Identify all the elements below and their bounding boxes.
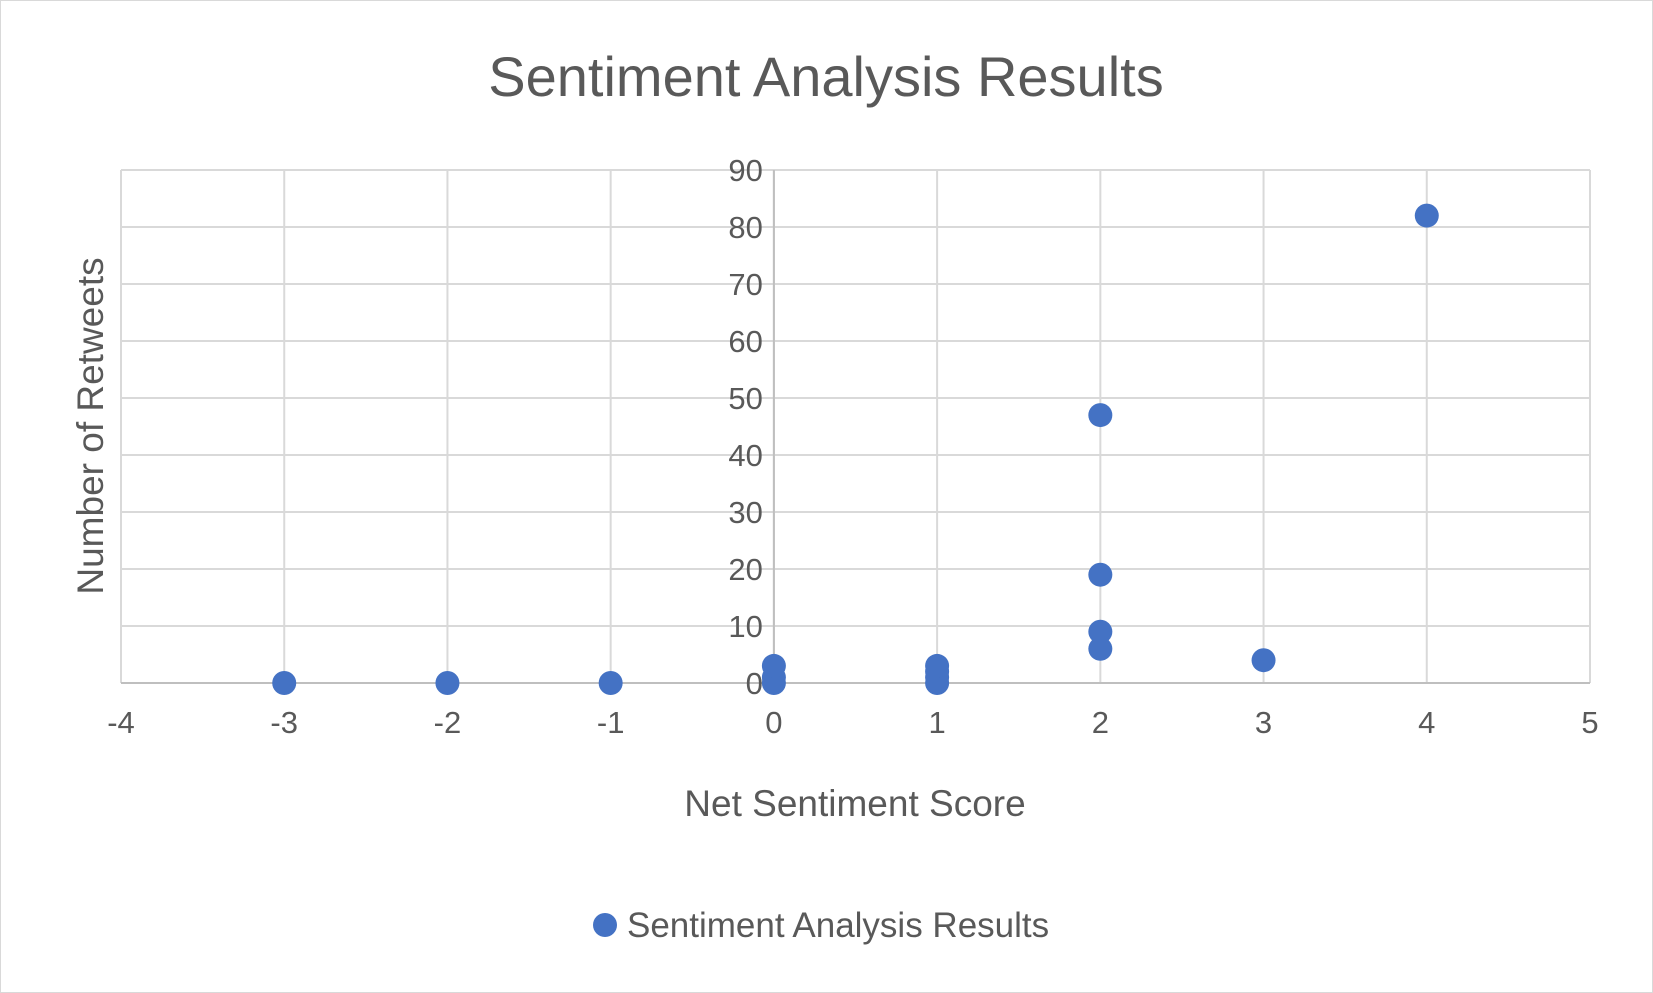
data-point [1088, 619, 1113, 644]
y-tick-label: 50 [728, 381, 762, 416]
y-tick-label: 60 [728, 324, 762, 359]
y-tick-label: 0 [746, 666, 763, 701]
x-tick-label: 5 [1581, 705, 1598, 740]
data-point [761, 653, 786, 678]
x-tick-label: 0 [765, 705, 782, 740]
legend: Sentiment Analysis Results [593, 906, 1049, 945]
data-point [1414, 203, 1439, 228]
x-tick-label: 3 [1255, 705, 1272, 740]
y-tick-label: 80 [728, 210, 762, 245]
data-point [1088, 403, 1113, 428]
data-point [598, 671, 623, 695]
y-tick-label: 70 [728, 267, 762, 302]
x-tick-label: 1 [928, 705, 945, 740]
x-tick-label: -3 [270, 705, 298, 740]
data-point [435, 671, 460, 695]
legend-marker [593, 913, 617, 937]
data-point [1251, 648, 1276, 673]
y-tick-label: 90 [728, 153, 762, 188]
x-tick-label: 2 [1092, 705, 1109, 740]
x-tick-label: 4 [1418, 705, 1435, 740]
x-tick-label: -1 [597, 705, 625, 740]
data-points [272, 203, 1439, 695]
chart-title: Sentiment Analysis Results [488, 45, 1163, 108]
data-point [1088, 636, 1113, 661]
data-point [1088, 562, 1113, 587]
y-tick-label: 20 [728, 552, 762, 587]
gridlines [120, 169, 1591, 683]
x-tick-label: -2 [434, 705, 462, 740]
data-point [272, 671, 297, 695]
y-tick-label: 40 [728, 438, 762, 473]
legend-label: Sentiment Analysis Results [627, 906, 1049, 945]
y-tick-label: 30 [728, 495, 762, 530]
y-axis-title: Number of Retweets [70, 257, 111, 594]
x-axis-title: Net Sentiment Score [684, 783, 1025, 824]
data-point [925, 653, 950, 678]
x-tick-label: -4 [107, 705, 135, 740]
axes [121, 170, 1590, 684]
y-tick-label: 10 [728, 609, 762, 644]
